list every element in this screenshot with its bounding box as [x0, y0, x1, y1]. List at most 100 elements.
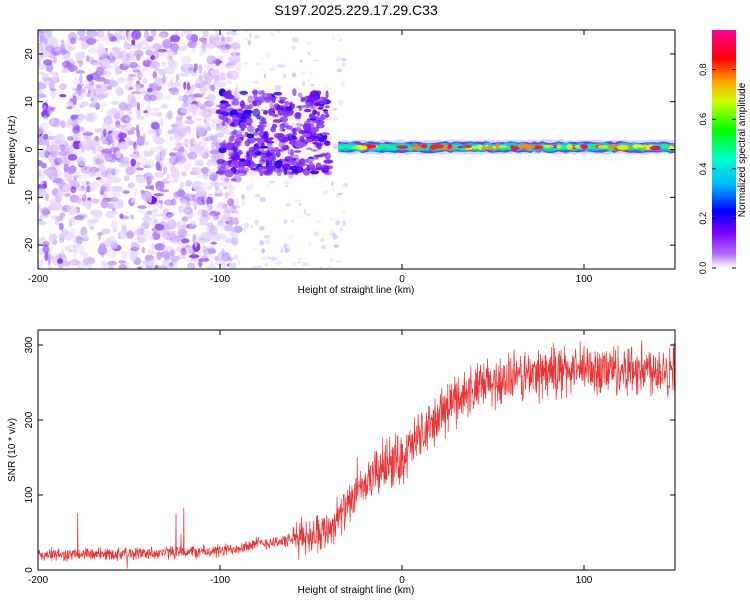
- snr-y-ticks: 0 100 200 300: [24, 336, 675, 573]
- heatmap-cell: [145, 91, 150, 98]
- heatmap-cell: [57, 263, 64, 269]
- heatmap-cell: [130, 251, 137, 262]
- heatmap-cell: [285, 125, 293, 130]
- heatmap-cell: [240, 124, 247, 129]
- heatmap-cell: [94, 154, 105, 159]
- heatmap-cell: [127, 130, 135, 135]
- heatmap-cell: [308, 240, 312, 247]
- heatmap-cell: [72, 95, 77, 105]
- heatmap-cell: [125, 125, 129, 133]
- heatmap-cell: [168, 155, 179, 165]
- heatmap-cell: [118, 102, 128, 111]
- heatmap-cell: [195, 159, 204, 167]
- heatmap-cell: [178, 205, 184, 213]
- heatmap-cell: [105, 156, 113, 161]
- heatmap-cell: [127, 182, 135, 189]
- heatmap-cell: [338, 37, 343, 43]
- colorbar-ticks: 0.0 0.2 0.4 0.6 0.8: [698, 63, 736, 274]
- heatmap-cell: [219, 100, 227, 104]
- heatmap-cell: [117, 50, 128, 60]
- x-tick-label: 0: [399, 274, 405, 285]
- heatmap-cell: [230, 178, 237, 182]
- heatmap-cell: [214, 132, 225, 138]
- heatmap-cell: [276, 30, 280, 33]
- heatmap-cell: [184, 119, 195, 125]
- heatmap-cell: [94, 128, 105, 133]
- heatmap-cell: [312, 109, 318, 115]
- heatmap-cell: [67, 170, 75, 175]
- heatmap-cell: [67, 205, 78, 216]
- heatmap-cell: [169, 249, 175, 257]
- heatmap-cell: [73, 76, 78, 85]
- heatmap-cell: [259, 121, 268, 125]
- heatmap-cell: [111, 172, 118, 177]
- heatmap-cell: [192, 193, 196, 203]
- heatmap-cell: [212, 160, 218, 165]
- heatmap-cell: [209, 149, 220, 155]
- heatmap-cell: [108, 186, 120, 194]
- snr-plot-area: [38, 330, 675, 570]
- heatmap-cell: [112, 201, 124, 210]
- heatmap-cell: [126, 75, 134, 85]
- heatmap-cell: [225, 103, 232, 107]
- heatmap-cell: [146, 210, 153, 216]
- heatmap-cell: [188, 104, 198, 113]
- heatmap-cell: [82, 257, 94, 265]
- heatmap-cell: [225, 209, 233, 214]
- heatmap-cell: [59, 144, 66, 152]
- heatmap-cell: [207, 124, 212, 126]
- heatmap-cell: [233, 87, 239, 96]
- heatmap-cell: [201, 255, 207, 261]
- heatmap-cell: [68, 62, 75, 73]
- heatmap-cell: [38, 168, 43, 176]
- heatmap-cell: [145, 49, 153, 56]
- x-tick-label: 100: [576, 274, 593, 285]
- heatmap-cell: [134, 167, 144, 171]
- heatmap-cell: [597, 145, 611, 149]
- heatmap-cell: [232, 58, 242, 69]
- heatmap-cell: [52, 177, 63, 184]
- heatmap-cell: [188, 163, 192, 168]
- heatmap-cell: [176, 124, 186, 129]
- heatmap-cell: [107, 260, 117, 266]
- heatmap-cell: [108, 264, 114, 269]
- heatmap-cell: [219, 115, 226, 121]
- heatmap-cell: [329, 117, 334, 122]
- heatmap-cell: [509, 145, 516, 150]
- heatmap-cell: [120, 35, 126, 41]
- heatmap-cell: [137, 266, 143, 269]
- y-tick-label: 100: [24, 486, 35, 503]
- heatmap-cell: [240, 104, 251, 110]
- heatmap-cell: [216, 32, 225, 40]
- heatmap-cell: [305, 41, 312, 45]
- heatmap-cell: [113, 113, 121, 120]
- heatmap-cell: [265, 151, 272, 157]
- heatmap-cell: [250, 224, 253, 229]
- heatmap-cell: [64, 148, 71, 155]
- heatmap-cell: [336, 192, 344, 195]
- heatmap-cell: [38, 221, 47, 226]
- heatmap-cell: [210, 241, 217, 245]
- heatmap-cell: [131, 197, 136, 203]
- heatmap-cell: [136, 53, 141, 61]
- heatmap-cell: [200, 72, 205, 77]
- heatmap-cell: [265, 140, 275, 144]
- heatmap-cell: [249, 170, 257, 176]
- heatmap-cell: [186, 116, 193, 120]
- heatmap-cell: [129, 153, 138, 158]
- heatmap-cell: [157, 145, 164, 150]
- heatmap-cell: [221, 126, 229, 135]
- heatmap-cell: [191, 201, 198, 207]
- heatmap-cell: [158, 199, 163, 204]
- heatmap-cell: [579, 144, 588, 149]
- heatmap-cell: [136, 80, 141, 85]
- heatmap-cell: [156, 46, 164, 57]
- heatmap-cell: [315, 123, 325, 129]
- heatmap-cell: [200, 231, 212, 237]
- heatmap-cell: [277, 109, 284, 116]
- heatmap-cell: [118, 260, 127, 264]
- heatmap-cell: [88, 140, 97, 150]
- heatmap-cell: [161, 250, 171, 259]
- heatmap-cell: [277, 64, 284, 68]
- colorbar: 0.0 0.2 0.4 0.6 0.8 Normalized spectral ampl…: [698, 30, 748, 274]
